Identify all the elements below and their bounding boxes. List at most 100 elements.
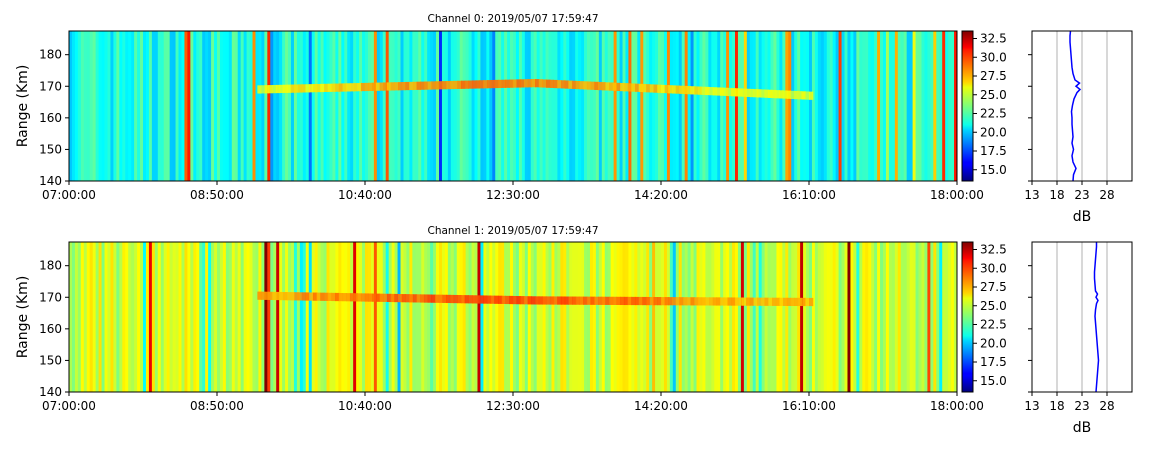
echo-cell (294, 292, 299, 301)
heatmap-column (521, 31, 526, 181)
heatmap-column (791, 31, 795, 181)
heatmap-column (856, 31, 860, 181)
heatmap-column (888, 31, 893, 181)
echo-cell (609, 82, 614, 91)
echo-cell (516, 296, 521, 305)
heatmap-column (89, 242, 94, 392)
heatmap-column (548, 31, 552, 181)
heatmap-column (77, 242, 82, 392)
heatmap-column (584, 31, 588, 181)
heatmap-column (104, 31, 108, 181)
heatmap-column (196, 31, 200, 181)
heatmap-column (252, 31, 256, 181)
heatmap-column (95, 242, 99, 392)
heatmap-column (755, 31, 760, 181)
heatmap-column (732, 31, 736, 181)
y-tick-label: 160 (39, 111, 62, 125)
heatmap-column (699, 31, 703, 181)
heatmap-column (181, 242, 185, 392)
x-tick-label: 07:00:00 (42, 188, 96, 202)
echo-cell (683, 297, 688, 306)
heatmap-column (684, 242, 689, 392)
heatmap-column (714, 31, 718, 181)
heatmap-column (536, 242, 541, 392)
heatmap-column (661, 31, 665, 181)
heatmap-column (175, 242, 179, 392)
echo-cell (679, 85, 684, 94)
echo-cell (701, 297, 706, 306)
channel-0-panel: Channel 0: 2019/05/07 17:59:47 Range (Km… (15, 13, 1133, 225)
heatmap-column (530, 242, 535, 392)
channel-1-profile-line (1093, 242, 1100, 393)
heatmap-column (148, 242, 153, 392)
channel-1-echo-layer (257, 291, 814, 307)
echo-cell (631, 296, 636, 306)
echo-cell (749, 297, 755, 306)
echo-cell (409, 294, 414, 303)
echo-cell (797, 91, 803, 100)
heatmap-column (353, 242, 357, 392)
echo-cell (272, 84, 277, 94)
heatmap-column (169, 31, 173, 181)
heatmap-column (276, 242, 280, 392)
heatmap-column (726, 242, 730, 392)
heatmap-column (575, 31, 579, 181)
heatmap-column (217, 31, 221, 181)
profile-x-tick-label: 23 (1074, 188, 1089, 202)
heatmap-column (826, 242, 831, 392)
heatmap-column (859, 31, 863, 181)
heatmap-column (948, 242, 952, 392)
heatmap-column (208, 31, 212, 181)
heatmap-column (841, 242, 845, 392)
heatmap-column (137, 242, 141, 392)
heatmap-column (891, 242, 896, 392)
y-tick-label: 140 (39, 174, 62, 188)
channel-1-panel: Channel 1: 2019/05/07 17:59:47 Range (Km… (15, 225, 1133, 436)
channel-1-profile-x-ticks: 13 18 23 28 (1024, 392, 1115, 413)
heatmap-column (154, 242, 159, 392)
echo-cell (701, 86, 706, 95)
heatmap-column (640, 31, 644, 181)
colorbar-tick-label: 20.0 (980, 125, 1007, 139)
heatmap-column (385, 242, 390, 392)
heatmap-column (693, 242, 697, 392)
heatmap-column (406, 31, 410, 181)
heatmap-column (403, 242, 407, 392)
echo-cell (357, 83, 362, 92)
heatmap-column (205, 242, 209, 392)
echo-cell (749, 88, 755, 98)
heatmap-column (533, 242, 538, 392)
echo-cell (512, 79, 518, 88)
heatmap-column (811, 31, 816, 181)
echo-cell (668, 297, 673, 306)
heatmap-column (770, 31, 774, 181)
heatmap-column (868, 242, 872, 392)
heatmap-column (71, 31, 76, 181)
heatmap-column (98, 242, 102, 392)
heatmap-column (806, 242, 810, 392)
heatmap-column (930, 31, 934, 181)
heatmap-column (367, 242, 372, 392)
heatmap-column (222, 242, 227, 392)
heatmap-column (767, 31, 771, 181)
echo-cell (686, 297, 692, 306)
echo-cell (312, 84, 318, 93)
echo-cell (312, 292, 318, 301)
echo-cell (449, 80, 455, 90)
echo-cell (586, 81, 592, 90)
heatmap-column (447, 31, 452, 181)
channel-1-heatmap (69, 242, 958, 392)
heatmap-column (202, 31, 206, 181)
heatmap-column (625, 242, 629, 392)
heatmap-column (782, 31, 786, 181)
heatmap-column (693, 31, 697, 181)
echo-cell (305, 84, 310, 93)
heatmap-column (471, 31, 475, 181)
echo-cell (331, 292, 336, 302)
echo-cell (638, 83, 643, 93)
heatmap-column (551, 31, 555, 181)
echo-cell (523, 296, 529, 305)
heatmap-column (143, 31, 147, 181)
heatmap-column (631, 242, 635, 392)
colorbar-tick-label: 20.0 (980, 336, 1007, 350)
